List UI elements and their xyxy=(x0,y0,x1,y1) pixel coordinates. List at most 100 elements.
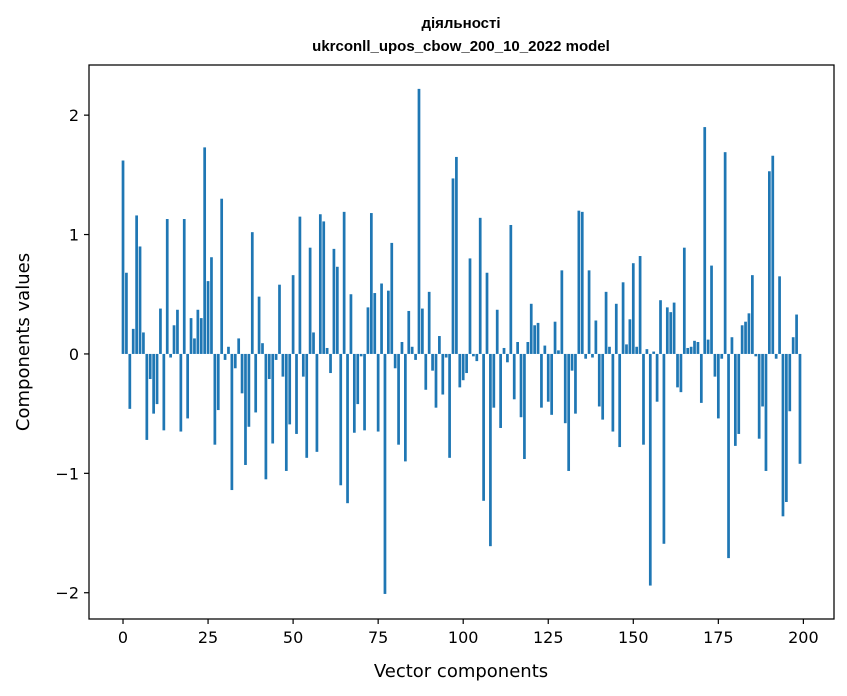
bar-75 xyxy=(376,353,380,432)
bar-87 xyxy=(417,88,421,354)
bar-94 xyxy=(441,353,445,395)
x-tick-label: 175 xyxy=(703,628,734,647)
bar-118 xyxy=(523,353,526,460)
bar-159 xyxy=(662,353,666,544)
bar-99 xyxy=(458,353,462,388)
bar-25 xyxy=(206,281,210,354)
bar-31 xyxy=(227,346,230,354)
bar-160 xyxy=(665,307,669,354)
bar-143 xyxy=(608,346,611,354)
bar-177 xyxy=(723,152,727,354)
bar-171 xyxy=(703,127,707,354)
bar-163 xyxy=(676,353,679,388)
x-tick-label: 125 xyxy=(533,628,564,647)
bar-109 xyxy=(492,353,496,408)
bar-40 xyxy=(257,296,261,354)
bar-124 xyxy=(543,345,547,354)
bar-194 xyxy=(781,353,785,517)
bar-161 xyxy=(669,312,673,354)
bar-152 xyxy=(638,256,642,354)
bar-67 xyxy=(349,294,353,354)
bar-89 xyxy=(424,353,428,390)
bar-63 xyxy=(335,266,339,354)
bar-130 xyxy=(563,353,567,424)
bar-102 xyxy=(468,258,472,354)
bar-183 xyxy=(744,321,747,354)
bar-0 xyxy=(121,160,125,354)
bar-170 xyxy=(699,353,703,403)
bar-164 xyxy=(679,353,683,393)
bar-156 xyxy=(652,351,656,354)
bar-9 xyxy=(152,353,155,414)
bar-61 xyxy=(329,353,332,374)
y-tick-label: 1 xyxy=(69,226,79,245)
y-tick-label: −1 xyxy=(55,464,79,483)
bar-96 xyxy=(448,353,451,458)
bar-28 xyxy=(216,353,220,411)
bar-26 xyxy=(210,257,213,354)
bar-189 xyxy=(764,353,768,471)
bar-141 xyxy=(601,353,605,420)
bar-68 xyxy=(352,353,356,433)
bar-59 xyxy=(322,221,326,354)
bar-140 xyxy=(597,353,601,407)
bar-1 xyxy=(125,272,128,354)
bar-72 xyxy=(366,307,370,354)
bar-66 xyxy=(346,353,349,504)
plot-area-frame xyxy=(88,64,835,620)
bar-33 xyxy=(233,353,237,369)
bar-115 xyxy=(512,353,516,400)
bar-198 xyxy=(795,314,798,354)
bar-14 xyxy=(169,353,172,358)
x-tick-label: 75 xyxy=(368,628,388,647)
bar-38 xyxy=(250,232,254,354)
chart-subtitle: ukrconll_upos_cbow_200_10_2022 model xyxy=(312,38,610,55)
bar-3 xyxy=(131,328,135,354)
bar-88 xyxy=(421,308,424,354)
bar-162 xyxy=(672,302,676,354)
bar-104 xyxy=(475,353,479,362)
bar-142 xyxy=(604,291,608,354)
bar-155 xyxy=(648,353,652,586)
bar-4 xyxy=(135,215,138,354)
bar-36 xyxy=(244,353,247,465)
bar-21 xyxy=(193,338,196,354)
bar-167 xyxy=(689,346,693,354)
x-tick-label: 200 xyxy=(788,628,819,647)
bar-53 xyxy=(301,353,305,377)
bar-84 xyxy=(407,310,411,354)
bar-195 xyxy=(785,353,788,502)
bar-175 xyxy=(716,353,720,419)
bar-120 xyxy=(529,303,533,354)
bar-17 xyxy=(179,353,183,432)
bar-111 xyxy=(499,353,502,428)
bar-29 xyxy=(220,198,224,354)
bar-78 xyxy=(387,290,390,354)
bar-41 xyxy=(261,343,264,354)
bar-13 xyxy=(165,219,169,354)
bar-178 xyxy=(727,353,730,559)
bar-32 xyxy=(230,353,234,491)
bar-179 xyxy=(730,337,734,354)
bar-60 xyxy=(325,347,329,354)
bar-51 xyxy=(295,353,298,434)
bar-7 xyxy=(145,353,149,440)
bar-42 xyxy=(264,353,268,480)
bar-116 xyxy=(516,342,519,354)
bar-11 xyxy=(159,308,162,354)
bar-12 xyxy=(162,353,166,431)
x-tick-label: 25 xyxy=(198,628,218,647)
x-tick-label: 100 xyxy=(448,628,479,647)
bar-193 xyxy=(778,276,781,354)
bar-135 xyxy=(580,211,584,354)
bar-101 xyxy=(465,353,468,374)
bar-series xyxy=(121,88,802,594)
bar-110 xyxy=(495,309,499,354)
bar-184 xyxy=(747,313,751,354)
bar-112 xyxy=(502,347,506,354)
bar-151 xyxy=(635,346,639,354)
bar-98 xyxy=(455,156,458,354)
bar-144 xyxy=(611,353,615,432)
bar-23 xyxy=(199,318,203,354)
bar-150 xyxy=(631,263,635,354)
